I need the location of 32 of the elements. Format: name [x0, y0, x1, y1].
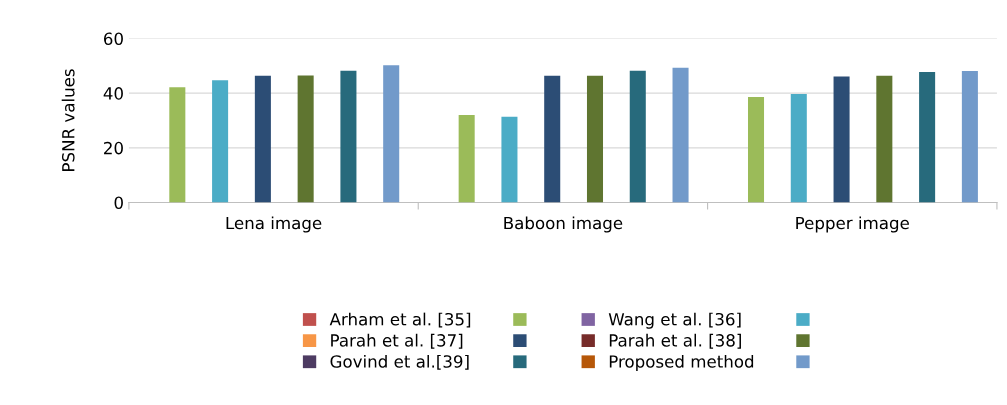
bar	[383, 65, 400, 203]
bar	[919, 72, 936, 203]
legend-label: Arham et al. [35]	[329, 312, 471, 328]
bar	[544, 75, 561, 203]
bar	[169, 87, 186, 203]
legend-label: Parah et al. [37]	[331, 333, 463, 349]
bar	[833, 76, 850, 203]
y-tick-label: 40	[103, 87, 123, 100]
bar	[961, 71, 978, 203]
legend-label: Govind et al.[39]	[330, 354, 469, 370]
bar	[501, 116, 518, 203]
bar	[254, 75, 271, 203]
legend-label: Wang et al. [36]	[608, 312, 741, 329]
bar	[458, 115, 475, 203]
y-tick-label: 60	[103, 32, 123, 46]
y-axis-title: PSNR values	[61, 69, 75, 171]
x-tick-label: Baboon image	[504, 216, 623, 233]
bar	[790, 93, 807, 203]
bar	[747, 96, 765, 203]
legend-label: Parah et al. [38]	[609, 333, 741, 349]
x-tick-label: Pepper image	[796, 216, 909, 233]
x-tick-label: Lena image	[226, 216, 322, 233]
y-tick-label: 0	[114, 196, 123, 210]
bar	[297, 75, 314, 203]
bar	[672, 67, 689, 203]
bar	[876, 75, 893, 203]
bar	[340, 70, 357, 203]
legend-label: Proposed method	[609, 354, 754, 372]
bar	[586, 75, 604, 203]
y-tick-label: 20	[104, 141, 123, 155]
bar	[629, 70, 646, 203]
bar	[212, 80, 229, 203]
